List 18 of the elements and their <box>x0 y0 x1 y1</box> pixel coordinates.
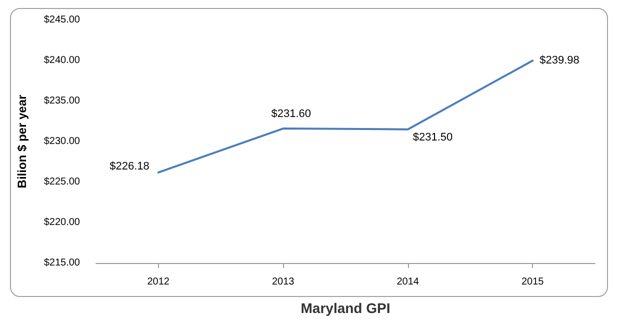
x-axis-title: Maryland GPI <box>300 300 390 316</box>
x-tick-label: 2015 <box>522 276 544 288</box>
y-tick-label: $230.00 <box>44 136 80 147</box>
data-label: $231.60 <box>271 108 312 120</box>
data-label: $239.98 <box>540 54 580 67</box>
data-label: $226.18 <box>110 160 150 172</box>
y-axis-title: Bilion $ per year <box>15 94 29 188</box>
data-label: $231.50 <box>412 131 453 144</box>
y-tick-label: $245.00 <box>44 14 80 26</box>
y-tick-label: $240.00 <box>44 55 80 66</box>
y-tick-label: $235.00 <box>44 96 80 106</box>
x-tick-label: 2014 <box>396 276 420 288</box>
y-tick-label: $225.00 <box>44 176 80 188</box>
y-tick-label: $215.00 <box>44 258 80 268</box>
x-tick-label: 2013 <box>272 276 295 288</box>
x-tick-label: 2012 <box>147 276 170 288</box>
line-series <box>157 60 534 174</box>
y-tick-label: $220.00 <box>44 217 80 228</box>
